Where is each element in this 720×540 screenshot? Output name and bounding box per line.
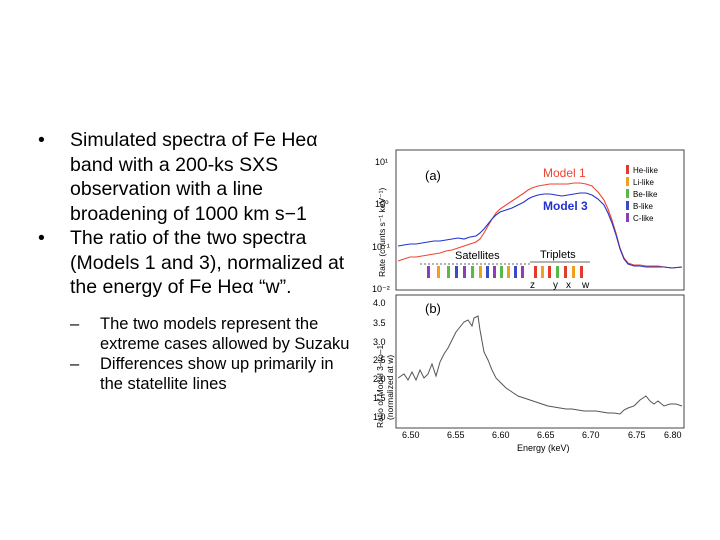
triplet-letter-x: x — [566, 280, 571, 291]
bullet-list: • Simulated spectra of Fe Heα band with … — [28, 128, 358, 394]
y-tick-b: 1.5 — [373, 393, 386, 403]
line-marker — [514, 266, 517, 278]
line-marker — [521, 266, 524, 278]
y-tick-b: 2.5 — [373, 355, 386, 365]
line-markers — [427, 266, 583, 278]
line-marker — [463, 266, 466, 278]
x-tick: 6.75 — [628, 430, 646, 440]
panel-a-frame — [395, 149, 685, 291]
x-tick: 6.55 — [447, 430, 465, 440]
bullet-item: • The ratio of the two spectra (Models 1… — [28, 226, 358, 300]
x-tick: 6.60 — [492, 430, 510, 440]
line-marker — [479, 266, 482, 278]
line-marker — [534, 266, 537, 278]
model-1-label: Model 1 — [543, 166, 586, 180]
y-tick-a: 10⁻¹ — [372, 242, 390, 252]
bullet-marker: • — [38, 227, 45, 249]
x-axis-label: Energy (keV) — [517, 443, 570, 453]
y-tick-b: 4.0 — [373, 298, 386, 308]
line-marker — [580, 266, 583, 278]
y-label-b: Ratio of Model 3–to–1 — [375, 345, 385, 428]
x-tick: 6.50 — [402, 430, 420, 440]
line-marker — [541, 266, 544, 278]
line-marker — [564, 266, 567, 278]
line-marker — [507, 266, 510, 278]
legend-swatch — [626, 201, 629, 210]
legend-swatch — [626, 189, 629, 198]
legend-label: B-like — [633, 202, 654, 211]
legend: He-like Li-like Be-like B-like C-like — [626, 165, 658, 223]
model-3-label: Model 3 — [543, 199, 588, 213]
line-marker — [548, 266, 551, 278]
bullet-text: Simulated spectra of Fe Heα band with a … — [70, 129, 318, 225]
line-marker — [427, 266, 430, 278]
x-tick: 6.70 — [582, 430, 600, 440]
model-1-spectrum — [397, 182, 683, 269]
y-tick-a: 10¹ — [375, 157, 388, 167]
line-marker — [437, 266, 440, 278]
sub-bullet-marker: – — [70, 354, 80, 373]
y-tick-b: 3.0 — [373, 337, 386, 347]
panel-a-label: (a) — [425, 168, 441, 183]
legend-swatch — [626, 165, 629, 174]
line-marker — [572, 266, 575, 278]
line-marker — [493, 266, 496, 278]
x-tick: 6.80 — [664, 430, 682, 440]
line-marker — [556, 266, 559, 278]
line-marker — [500, 266, 503, 278]
panel-b-label: (b) — [425, 301, 441, 316]
y-tick-a: 10⁻² — [372, 284, 390, 294]
y-label-a: Rate (counts s⁻¹ keV⁻¹) — [377, 188, 387, 277]
sub-bullet-item: – The two models represent the extreme c… — [28, 314, 358, 354]
sub-bullet-list: – The two models represent the extreme c… — [28, 314, 358, 394]
legend-label: Li-like — [633, 178, 654, 187]
triplet-letter-z: z — [530, 280, 535, 291]
line-marker — [486, 266, 489, 278]
panel-b-frame — [395, 294, 685, 429]
line-marker — [471, 266, 474, 278]
y-tick-a: 10⁰ — [375, 199, 389, 209]
legend-label: He-like — [633, 166, 658, 175]
legend-swatch — [626, 213, 629, 222]
model-3-spectrum — [397, 192, 683, 269]
x-tick: 6.65 — [537, 430, 555, 440]
legend-label: Be-like — [633, 190, 658, 199]
legend-label: C-like — [633, 214, 654, 223]
sub-bullet-text: The two models represent the extreme cas… — [100, 314, 350, 353]
legend-swatch — [626, 177, 629, 186]
line-marker — [455, 266, 458, 278]
sub-bullet-text: Differences show up primarily in the sta… — [100, 354, 334, 393]
y-tick-b: 3.5 — [373, 318, 386, 328]
ratio-curve — [397, 315, 683, 415]
sub-bullet-marker: – — [70, 314, 80, 333]
line-marker — [447, 266, 450, 278]
bullet-text: The ratio of the two spectra (Models 1 a… — [70, 227, 345, 298]
bullet-marker: • — [38, 129, 45, 151]
triplet-letter-y: y — [553, 280, 558, 291]
y-tick-b: 2.0 — [373, 374, 386, 384]
triplets-label: Triplets — [540, 249, 576, 261]
bullet-item: • Simulated spectra of Fe Heα band with … — [28, 128, 358, 226]
satellites-label: Satellites — [455, 250, 500, 262]
sub-bullet-item: – Differences show up primarily in the s… — [28, 354, 358, 394]
y-label-b-sub: (normalized at w) — [385, 355, 395, 420]
y-tick-b: 1.0 — [373, 412, 386, 422]
triplet-letter-w: w — [581, 280, 590, 291]
